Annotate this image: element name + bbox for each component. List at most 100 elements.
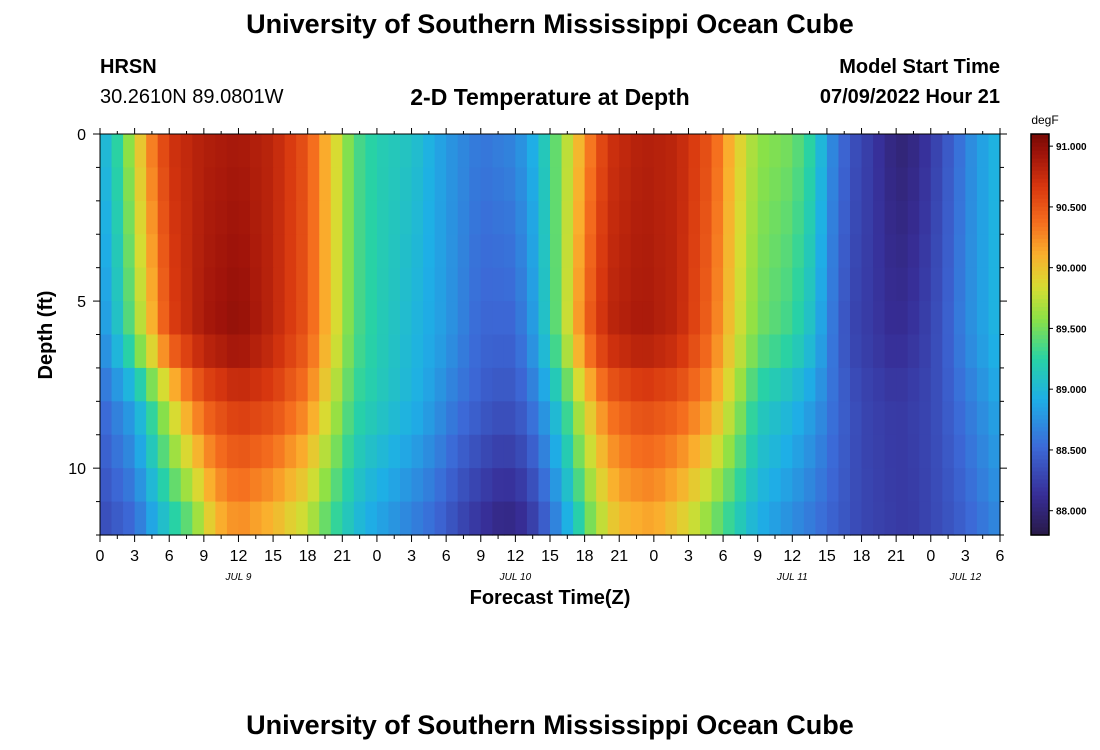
heatmap-cell: [203, 167, 216, 202]
heatmap-cell: [815, 367, 828, 402]
heatmap-cell: [480, 267, 493, 302]
heatmap-cell: [365, 267, 378, 302]
heatmap-cell: [411, 200, 424, 235]
heatmap-cell: [134, 301, 147, 336]
heatmap-cell: [353, 434, 366, 469]
heatmap-cell: [919, 200, 932, 235]
model-start-label: Model Start Time: [839, 56, 1000, 78]
heatmap-cell: [723, 468, 736, 503]
heatmap-cell: [353, 200, 366, 235]
heatmap-cell: [976, 267, 990, 302]
heatmap-cell: [861, 367, 874, 402]
heatmap-cell: [515, 434, 528, 469]
colorbar-swatch: [1031, 214, 1049, 219]
colorbar-swatch: [1031, 274, 1049, 279]
colorbar-tick-label: 89.000: [1056, 385, 1087, 396]
heatmap-cell: [700, 267, 713, 302]
heatmap-cell: [238, 334, 251, 369]
heatmap-cell: [734, 501, 747, 536]
colorbar-swatch: [1031, 182, 1049, 187]
heatmap-cell: [642, 134, 655, 169]
colorbar-swatch: [1031, 438, 1049, 444]
heatmap-cell: [642, 367, 655, 402]
heatmap-cell: [976, 234, 990, 269]
heatmap-cell: [573, 267, 586, 302]
colorbar-tick-label: 91.000: [1056, 142, 1087, 153]
heatmap-cell: [826, 200, 840, 235]
heatmap-cell: [561, 267, 574, 302]
heatmap-cell: [273, 200, 286, 235]
colorbar-swatch: [1031, 250, 1049, 255]
heatmap-cell: [123, 134, 136, 169]
heatmap-cell: [319, 334, 332, 369]
heatmap-cell: [550, 267, 563, 302]
heatmap-cell: [930, 334, 943, 369]
heatmap-cell: [469, 367, 482, 402]
heatmap-cell: [803, 200, 816, 235]
heatmap-cell: [976, 434, 990, 469]
heatmap-cell: [711, 334, 724, 369]
heatmap-cell: [123, 468, 136, 503]
heatmap-cell: [250, 167, 263, 202]
colorbar-swatch: [1031, 254, 1049, 259]
heatmap-cell: [123, 367, 136, 402]
heatmap-cell: [930, 367, 943, 402]
heatmap-cell: [215, 501, 228, 536]
colorbar-swatch: [1031, 390, 1049, 396]
heatmap-cell: [930, 468, 943, 503]
heatmap-cell: [296, 267, 309, 302]
heatmap-cell: [873, 334, 886, 369]
heatmap-cell: [976, 167, 990, 202]
heatmap-cell: [769, 267, 782, 302]
heatmap-cell: [630, 334, 643, 369]
heatmap-cell: [457, 401, 470, 436]
heatmap-cell: [642, 167, 655, 202]
heatmap-cell: [711, 167, 724, 202]
heatmap-cell: [642, 267, 655, 302]
heatmap-cell: [376, 434, 390, 469]
heatmap-cell: [192, 267, 205, 302]
heatmap-cell: [769, 200, 782, 235]
colorbar-swatch: [1031, 230, 1049, 235]
heatmap-cell: [942, 468, 955, 503]
colorbar-swatch: [1031, 374, 1049, 380]
heatmap-cell: [884, 234, 897, 269]
x-tick-label: 0: [926, 548, 935, 565]
heatmap-cell: [515, 234, 528, 269]
heatmap-cell: [688, 334, 701, 369]
heatmap-cell: [169, 501, 182, 536]
heatmap-cell: [319, 468, 332, 503]
heatmap-cell: [907, 367, 920, 402]
x-tick-label: 15: [818, 548, 836, 565]
heatmap-cell: [180, 334, 193, 369]
x-tick-label: 21: [610, 548, 628, 565]
colorbar-swatch: [1031, 190, 1049, 195]
x-tick-label: 0: [649, 548, 658, 565]
heatmap-cell: [607, 134, 620, 169]
heatmap-cell: [907, 234, 920, 269]
colorbar-swatch: [1031, 226, 1049, 231]
heatmap-cell: [734, 301, 747, 336]
heatmap-cell: [653, 267, 666, 302]
heatmap-cell: [146, 267, 159, 302]
heatmap-cell: [815, 468, 828, 503]
heatmap-cell: [423, 167, 436, 202]
heatmap-cell: [250, 434, 263, 469]
heatmap-cell: [630, 468, 643, 503]
heatmap-cell: [850, 234, 863, 269]
heatmap-cell: [342, 434, 355, 469]
heatmap-cell: [780, 501, 793, 536]
heatmap-cell: [619, 434, 632, 469]
heatmap-cell: [561, 501, 574, 536]
heatmap-cell: [446, 301, 459, 336]
heatmap-cell: [273, 134, 286, 169]
heatmap-cell: [146, 434, 159, 469]
colorbar-tick-label: 90.500: [1056, 203, 1087, 214]
heatmap-cell: [550, 134, 563, 169]
heatmap-cell: [538, 301, 551, 336]
heatmap-cell: [111, 434, 124, 469]
heatmap-cell: [400, 267, 413, 302]
heatmap-cell: [642, 200, 655, 235]
heatmap-cell: [757, 501, 770, 536]
heatmap-cell: [492, 200, 505, 235]
